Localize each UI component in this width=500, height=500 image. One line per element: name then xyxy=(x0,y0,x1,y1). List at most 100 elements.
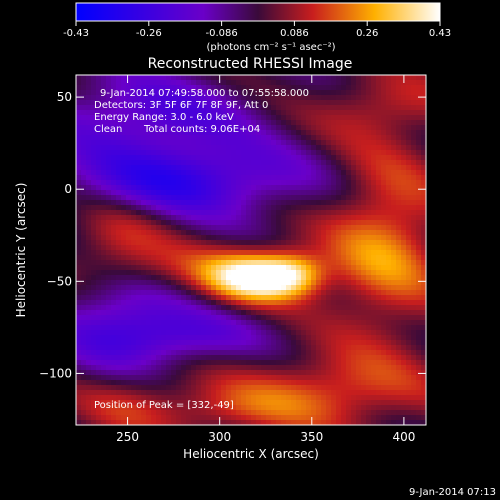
heatmap-cell xyxy=(341,390,347,396)
heatmap-cell xyxy=(96,285,102,291)
heatmap-cell xyxy=(301,300,307,306)
heatmap-cell xyxy=(321,205,327,211)
heatmap-cell xyxy=(106,95,112,101)
heatmap-cell xyxy=(261,390,267,396)
heatmap-cell xyxy=(91,225,97,231)
heatmap-cell xyxy=(401,85,407,91)
heatmap-cell xyxy=(326,215,332,221)
heatmap-cell xyxy=(176,100,182,106)
heatmap-cell xyxy=(311,220,317,226)
heatmap-cell xyxy=(296,340,302,346)
heatmap-cell xyxy=(326,295,332,301)
heatmap-cell xyxy=(416,280,422,286)
heatmap-cell xyxy=(371,265,377,271)
heatmap-cell xyxy=(346,140,352,146)
heatmap-cell xyxy=(386,140,392,146)
heatmap-cell xyxy=(151,395,157,401)
heatmap-cell xyxy=(161,230,167,236)
heatmap-cell xyxy=(381,375,387,381)
heatmap-cell xyxy=(141,150,147,156)
heatmap-cell xyxy=(166,135,172,141)
heatmap-cell xyxy=(226,205,232,211)
heatmap-cell xyxy=(406,105,412,111)
heatmap-cell xyxy=(326,115,332,121)
heatmap-cell xyxy=(406,135,412,141)
heatmap-cell xyxy=(196,375,202,381)
heatmap-cell xyxy=(371,255,377,261)
heatmap-cell xyxy=(166,190,172,196)
heatmap-cell xyxy=(276,85,282,91)
heatmap-cell xyxy=(191,295,197,301)
heatmap-cell xyxy=(286,245,292,251)
heatmap-cell xyxy=(91,385,97,391)
heatmap-cell xyxy=(321,215,327,221)
heatmap-cell xyxy=(411,335,417,341)
heatmap-cell xyxy=(371,210,377,216)
heatmap-cell xyxy=(331,80,337,86)
heatmap-cell xyxy=(91,145,97,151)
heatmap-cell xyxy=(76,105,82,111)
heatmap-cell xyxy=(76,205,82,211)
heatmap-cell xyxy=(346,375,352,381)
heatmap-cell xyxy=(361,245,367,251)
heatmap-cell xyxy=(406,130,412,136)
heatmap-cell xyxy=(236,410,242,416)
heatmap-cell xyxy=(201,385,207,391)
heatmap-cell xyxy=(216,90,222,96)
heatmap-cell xyxy=(141,100,147,106)
heatmap-cell xyxy=(76,85,82,91)
heatmap-cell xyxy=(321,400,327,406)
heatmap-cell xyxy=(216,105,222,111)
heatmap-cell xyxy=(406,100,412,106)
heatmap-cell xyxy=(171,335,177,341)
heatmap-cell xyxy=(391,150,397,156)
heatmap-cell xyxy=(216,200,222,206)
heatmap-cell xyxy=(241,310,247,316)
heatmap-cell xyxy=(366,205,372,211)
heatmap-cell xyxy=(156,275,162,281)
heatmap-cell xyxy=(241,100,247,106)
heatmap-cell xyxy=(206,165,212,171)
heatmap-cell xyxy=(91,370,97,376)
heatmap-cell xyxy=(261,165,267,171)
heatmap-cell xyxy=(76,100,82,106)
heatmap-cell xyxy=(86,215,92,221)
heatmap-cell xyxy=(286,210,292,216)
heatmap-cell xyxy=(216,405,222,411)
heatmap-cell xyxy=(266,305,272,311)
heatmap-cell xyxy=(281,160,287,166)
heatmap-cell xyxy=(286,95,292,101)
heatmap-cell xyxy=(126,100,132,106)
heatmap-cell xyxy=(186,375,192,381)
heatmap-cell xyxy=(131,375,137,381)
heatmap-cell xyxy=(111,135,117,141)
heatmap-cell xyxy=(206,110,212,116)
heatmap-cell xyxy=(306,320,312,326)
heatmap-cell xyxy=(256,220,262,226)
heatmap-cell xyxy=(311,305,317,311)
heatmap-cell xyxy=(196,100,202,106)
heatmap-cell xyxy=(161,100,167,106)
heatmap-cell xyxy=(126,305,132,311)
heatmap-cell xyxy=(236,200,242,206)
heatmap-cell xyxy=(116,195,122,201)
heatmap-cell xyxy=(341,370,347,376)
heatmap-cell xyxy=(311,285,317,291)
heatmap-cell xyxy=(216,410,222,416)
heatmap-cell xyxy=(141,75,147,81)
heatmap-cell xyxy=(331,215,337,221)
heatmap-cell xyxy=(356,185,362,191)
heatmap-cell xyxy=(166,220,172,226)
heatmap-cell xyxy=(141,165,147,171)
heatmap-cell xyxy=(121,100,127,106)
heatmap-cell xyxy=(161,240,167,246)
heatmap-cell xyxy=(346,370,352,376)
heatmap-cell xyxy=(296,365,302,371)
heatmap-cell xyxy=(131,275,137,281)
heatmap-cell xyxy=(376,380,382,386)
heatmap-cell xyxy=(341,245,347,251)
heatmap-cell xyxy=(421,190,427,196)
heatmap-cell xyxy=(131,195,137,201)
heatmap-cell xyxy=(331,235,337,241)
heatmap-cell xyxy=(306,220,312,226)
